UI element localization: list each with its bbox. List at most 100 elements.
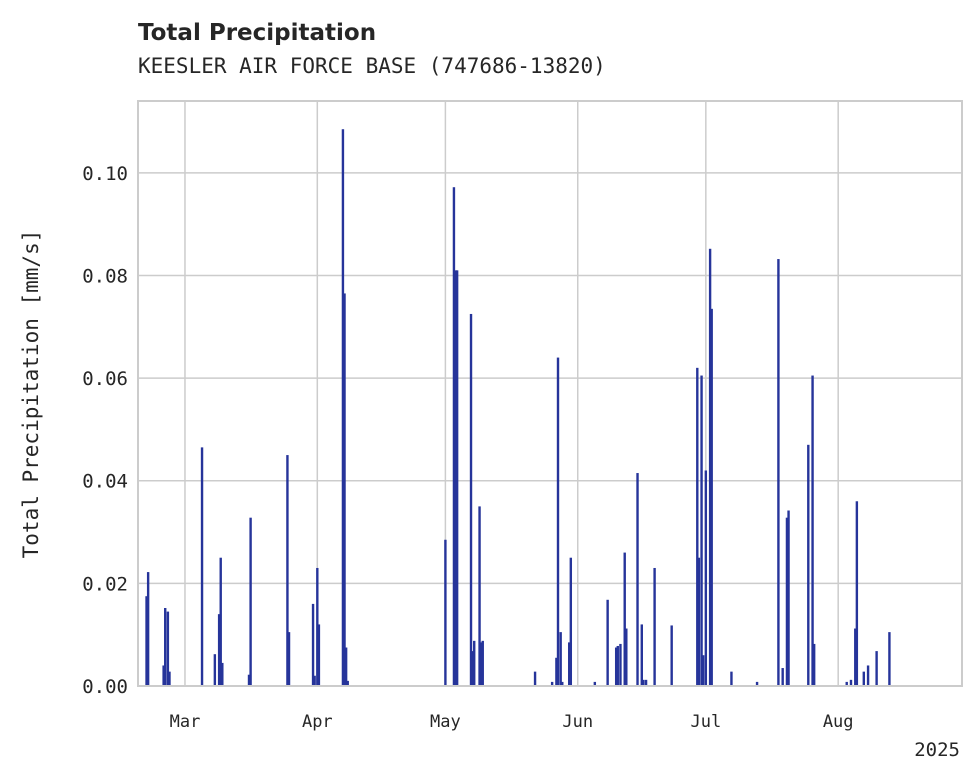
precipitation-bar bbox=[855, 501, 859, 686]
precipitation-bar bbox=[469, 313, 473, 686]
precipitation-bar bbox=[478, 506, 481, 686]
precipitation-bar bbox=[249, 517, 252, 686]
precipitation-bar bbox=[221, 662, 224, 686]
precipitation-bar bbox=[777, 259, 780, 686]
precipitation-bar bbox=[642, 679, 645, 686]
precipitation-bar bbox=[343, 293, 346, 686]
precipitation-bar bbox=[781, 668, 784, 686]
y-tick-label: 0.08 bbox=[82, 265, 128, 287]
precipitation-bar bbox=[614, 647, 618, 686]
precipitation-bar bbox=[200, 447, 204, 686]
precipitation-bar bbox=[616, 645, 619, 686]
chart-title: Total Precipitation bbox=[138, 20, 376, 46]
precipitation-bar bbox=[168, 671, 171, 686]
precipitation-bar bbox=[313, 675, 316, 686]
precipitation-bar bbox=[730, 671, 733, 686]
precipitation-bar bbox=[755, 681, 759, 686]
precipitation-bar bbox=[146, 572, 150, 686]
plot-frame bbox=[137, 100, 963, 687]
precipitation-bar bbox=[704, 470, 708, 686]
grid-lines bbox=[138, 101, 962, 686]
precipitation-bar bbox=[849, 679, 853, 686]
precipitation-bar bbox=[145, 596, 148, 686]
precipitation-bar bbox=[854, 628, 857, 686]
precipitation-bar bbox=[219, 557, 222, 686]
precipitation-bar bbox=[640, 624, 643, 686]
precipitation-bar bbox=[625, 628, 628, 686]
precipitation-bar bbox=[811, 375, 814, 686]
precipitation-bar bbox=[247, 674, 251, 686]
precipitation-bar bbox=[697, 557, 701, 686]
x-tick-label: Mar bbox=[170, 712, 201, 732]
precipitation-bar bbox=[213, 654, 217, 686]
precipitation-bar bbox=[710, 308, 713, 686]
precipitation-bar bbox=[166, 611, 170, 686]
precipitation-bar bbox=[479, 642, 483, 686]
x-tick-label: Jun bbox=[562, 712, 593, 732]
precipitation-bar bbox=[862, 671, 866, 686]
precipitation-bar bbox=[653, 567, 656, 686]
precipitation-bars bbox=[145, 129, 891, 687]
precipitation-bar bbox=[866, 665, 870, 686]
precipitation-bar bbox=[623, 552, 626, 686]
precipitation-bar bbox=[556, 357, 560, 686]
precipitation-bar bbox=[311, 603, 315, 686]
precipitation-bar bbox=[888, 632, 891, 686]
precipitation-bar bbox=[533, 671, 537, 686]
precipitation-bar bbox=[346, 680, 349, 686]
precipitation-bar bbox=[619, 643, 622, 686]
precipitation-bar bbox=[568, 642, 571, 686]
y-tick-label: 0.04 bbox=[82, 471, 128, 493]
precipitation-bar bbox=[561, 681, 564, 686]
precipitation-bar bbox=[559, 632, 562, 686]
precipitation-bar bbox=[812, 643, 816, 686]
precipitation-bar bbox=[287, 632, 291, 686]
precipitation-bar bbox=[555, 657, 558, 686]
precipitation-bar bbox=[700, 375, 703, 686]
precipitation-bar bbox=[341, 129, 345, 686]
precipitation-bar bbox=[454, 270, 457, 686]
precipitation-bar bbox=[569, 557, 573, 686]
precipitation-bar bbox=[164, 608, 167, 686]
precipitation-bar bbox=[807, 444, 810, 686]
precipitation-bar bbox=[701, 655, 705, 686]
precipitation-bar bbox=[473, 640, 476, 686]
y-tick-label: 0.02 bbox=[82, 573, 128, 595]
precipitation-bar bbox=[344, 647, 348, 686]
precipitation-bar bbox=[787, 510, 790, 686]
x-tick-label: Aug bbox=[823, 712, 854, 732]
year-label: 2025 bbox=[914, 739, 960, 761]
precipitation-bar bbox=[593, 681, 597, 686]
precipitation-bar bbox=[316, 567, 319, 686]
precipitation-bar bbox=[452, 187, 456, 687]
precipitation-bar bbox=[670, 625, 673, 686]
precipitation-bar bbox=[875, 651, 878, 686]
x-tick-label: Apr bbox=[302, 712, 333, 732]
precipitation-bar bbox=[785, 517, 789, 686]
y-tick-label: 0.00 bbox=[82, 676, 128, 698]
precipitation-bar bbox=[606, 599, 609, 686]
precipitation-bar bbox=[550, 681, 554, 686]
precipitation-bar bbox=[696, 367, 699, 686]
precipitation-bar bbox=[162, 665, 165, 686]
y-tick-label: 0.10 bbox=[82, 163, 128, 185]
precipitation-bar bbox=[481, 640, 484, 686]
precipitation-bar bbox=[644, 679, 648, 686]
x-tick-label: May bbox=[430, 712, 461, 732]
precipitation-bar bbox=[217, 614, 221, 686]
x-axis-ticks: Mar Apr May Jun Jul Aug bbox=[170, 712, 854, 732]
precipitation-bar bbox=[708, 248, 712, 686]
y-axis-ticks: 0.00 0.02 0.04 0.06 0.08 0.10 bbox=[82, 163, 128, 698]
y-tick-label: 0.06 bbox=[82, 368, 128, 390]
chart-subtitle: KEESLER AIR FORCE BASE (747686-13820) bbox=[138, 54, 606, 78]
precipitation-bar bbox=[317, 624, 321, 686]
precipitation-bar bbox=[286, 455, 289, 686]
x-tick-label: Jul bbox=[690, 712, 721, 732]
precipitation-bar bbox=[444, 539, 447, 686]
y-axis-label: Total Precipitation [mm/s] bbox=[19, 230, 43, 559]
precipitation-bar bbox=[845, 681, 848, 686]
precipitation-bar bbox=[471, 651, 474, 686]
precipitation-bar bbox=[455, 270, 459, 686]
precipitation-bar bbox=[636, 473, 639, 686]
